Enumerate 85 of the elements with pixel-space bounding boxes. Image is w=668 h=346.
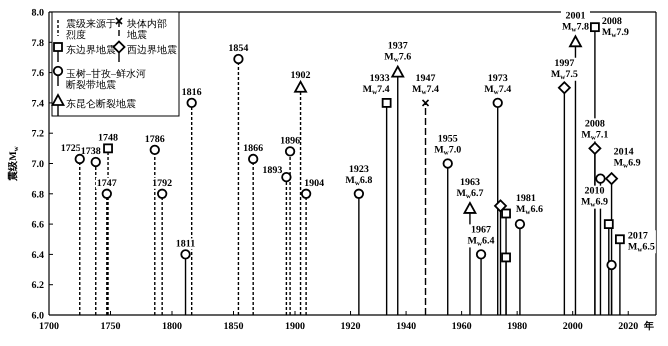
point xyxy=(281,172,292,182)
annotation: 1937 M$_{w}$7.6 xyxy=(383,40,412,64)
point xyxy=(514,218,526,230)
annotation: 1896 xyxy=(279,135,302,146)
x-tick-label: 1920 xyxy=(340,321,361,332)
point xyxy=(606,260,617,270)
x-axis-title: 年 xyxy=(643,320,654,332)
annotation: 1981 M$_{w}$6.6 xyxy=(514,193,544,216)
legend-label: 块体内部地震 xyxy=(126,18,167,41)
annotation: 1738 xyxy=(80,146,102,157)
point xyxy=(391,66,404,78)
y-tick-label: 7.8 xyxy=(32,38,44,49)
annotation: 1747 xyxy=(96,178,118,189)
point xyxy=(248,154,258,164)
annotation: 1725 xyxy=(60,142,82,154)
annotation: 1811 xyxy=(174,238,196,250)
annotation: 1786 xyxy=(144,134,166,145)
point xyxy=(442,158,453,169)
annotation: 1816 xyxy=(180,86,203,98)
x-tick-label: 1750 xyxy=(100,321,120,332)
x-tick-label: 1700 xyxy=(39,321,59,332)
annotation: 1955 M$_{w}$7.0 xyxy=(433,134,462,156)
annotation: 1967 M$_{w}$6.4 xyxy=(466,224,496,248)
annotation: 2017 M$_{w}$6.5 xyxy=(626,230,656,254)
point xyxy=(150,144,160,156)
point xyxy=(382,98,392,108)
x-tick-label: 1850 xyxy=(224,321,244,332)
point xyxy=(569,35,582,48)
point xyxy=(102,188,112,199)
annotation: 1902 xyxy=(290,70,312,81)
y-tick-label: 6.6 xyxy=(32,220,44,231)
y-tick-label: 7.4 xyxy=(32,98,44,110)
y-tick-label: 6.4 xyxy=(32,250,44,261)
x-tick-label: 1960 xyxy=(452,321,472,332)
point xyxy=(90,156,101,168)
point xyxy=(615,234,625,244)
point xyxy=(595,174,606,184)
point xyxy=(588,142,602,155)
y-tick-label: 7.0 xyxy=(32,159,44,170)
y-tick-label: 6.0 xyxy=(32,310,44,322)
point xyxy=(464,202,476,214)
point xyxy=(501,252,511,262)
annotation: 1973 M$_{w}$7.4 xyxy=(483,72,512,96)
annotation: 2010 M$_{w}$6.9 xyxy=(580,186,609,209)
x-tick-label: 1800 xyxy=(162,321,182,332)
annotation: 1792 xyxy=(151,178,174,189)
y-tick-label: 7.2 xyxy=(32,128,44,140)
point xyxy=(605,172,618,186)
point xyxy=(492,98,503,108)
point xyxy=(157,188,168,199)
y-tick-label: 6.2 xyxy=(32,280,44,292)
point xyxy=(186,98,197,108)
y-tick-label: 6.8 xyxy=(32,189,44,200)
legend-label: 玉树–甘孜–鲜水河断裂带地震 xyxy=(66,68,146,91)
point xyxy=(476,249,486,260)
legend-label: 西边界地震 xyxy=(127,44,177,56)
point xyxy=(590,22,600,32)
annotation: 1923 M$_{w}$6.8 xyxy=(344,164,374,187)
point xyxy=(284,146,296,157)
x-tick-label: 1940 xyxy=(396,321,416,332)
point xyxy=(501,208,511,218)
y-tick-label: 7.6 xyxy=(32,68,44,80)
x-tick-label: 1900 xyxy=(285,321,305,332)
point xyxy=(74,154,85,164)
annotation: 1893 xyxy=(261,165,284,176)
point xyxy=(604,219,614,229)
y-tick-label: 8.0 xyxy=(32,8,44,18)
annotation: 1933 M$_{w}$7.4 xyxy=(362,72,391,96)
point xyxy=(494,200,507,212)
annotation: 1854 xyxy=(227,42,250,54)
annotation: 1748 xyxy=(97,132,120,144)
point xyxy=(354,188,364,199)
legend-label: 东昆仑断裂地震 xyxy=(66,98,136,110)
annotation: 2014 M$_{w}$6.9 xyxy=(612,146,642,170)
annotation: 1904 xyxy=(303,178,326,189)
legend-label: 震级来源于烈度 xyxy=(66,18,116,41)
point xyxy=(558,81,571,94)
annotation: 1947 M$_{w}$7.4 xyxy=(411,72,440,96)
x-tick-label: 1980 xyxy=(507,321,528,332)
annotation: 2008 M$_{w}$7.9 xyxy=(600,16,630,40)
annotation: 1866 xyxy=(242,142,264,154)
x-tick-label: 2020 xyxy=(618,321,638,332)
point xyxy=(233,54,244,64)
x-tick-label: 2000 xyxy=(562,321,583,332)
annotation: 1963 M$_{w}$6.7 xyxy=(455,176,484,200)
